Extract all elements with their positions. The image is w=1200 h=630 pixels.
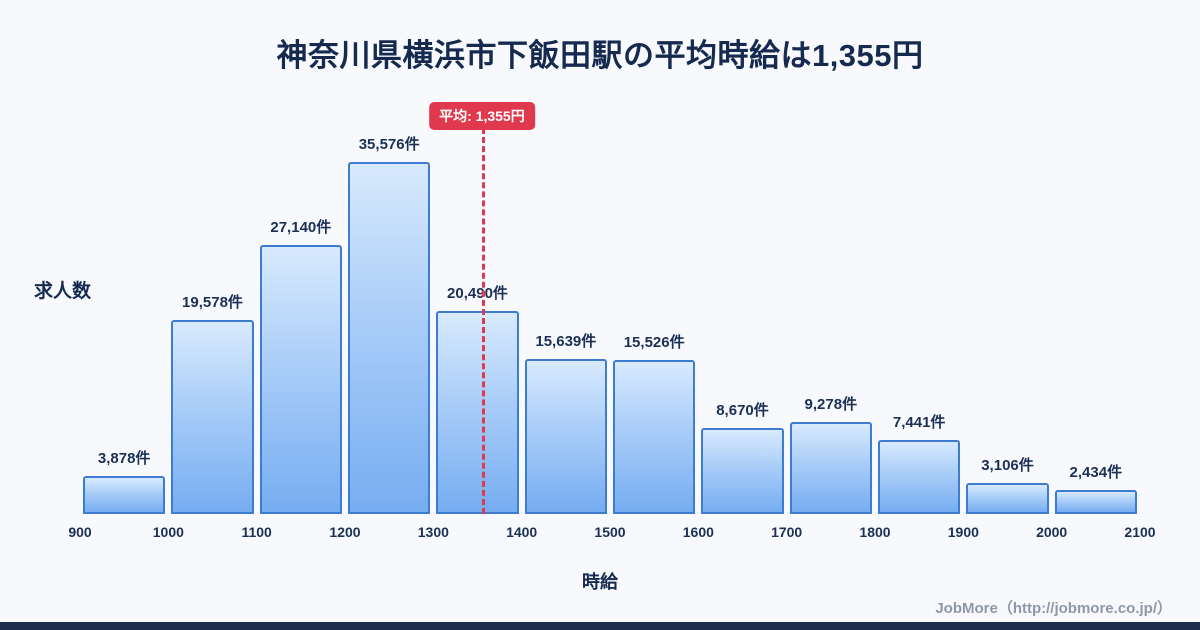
- x-axis-label: 時給: [582, 572, 618, 592]
- bar-value-label: 19,578件: [182, 294, 243, 311]
- bar-slot: 7,441件: [875, 162, 963, 514]
- bar: [83, 476, 166, 514]
- x-tick-label: 1400: [506, 524, 538, 540]
- x-tick-label: 1700: [771, 524, 803, 540]
- plot-area: 3,878件 19,578件 27,140件 35,576件 20,490件 15,639…: [80, 136, 1140, 514]
- bar: [348, 162, 431, 514]
- x-tick-label: 1100: [241, 524, 272, 540]
- bar: [878, 440, 961, 514]
- bar-slot: 3,106件: [963, 162, 1051, 514]
- bar-slot: 35,576件: [345, 136, 433, 514]
- bar-slot: 19,578件: [168, 162, 256, 514]
- bar-slot: 15,639件: [522, 162, 610, 514]
- x-tick-label: 2100: [1124, 524, 1156, 540]
- bar-value-label: 20,490件: [447, 285, 508, 302]
- bar-value-label: 27,140件: [270, 219, 332, 236]
- bar-value-label: 2,434件: [1069, 464, 1123, 481]
- bar: [259, 245, 342, 514]
- bar-value-label: 3,106件: [981, 457, 1034, 474]
- bar: [171, 320, 254, 514]
- x-tick-label: 1300: [417, 524, 449, 540]
- bar-value-label: 8,670件: [716, 402, 769, 419]
- x-tick-label: 900: [68, 524, 92, 540]
- footer-credit: JobMore（http://jobmore.co.jp/）: [935, 600, 1172, 617]
- x-tick-label: 1600: [682, 524, 714, 540]
- bar: [966, 483, 1049, 514]
- bar-value-label: 35,576件: [358, 136, 420, 153]
- bar: [789, 422, 872, 514]
- bar-slot: 20,490件: [433, 162, 521, 514]
- average-badge: 平均: 1,355円: [429, 102, 535, 130]
- bar-slot: 9,278件: [787, 162, 875, 514]
- bar-slot: 8,670件: [698, 162, 786, 514]
- bar-value-label: 3,878件: [97, 450, 151, 467]
- bar: [613, 360, 696, 514]
- x-axis-ticks: 900 1000 1100 1200 1300 1400 1500 1600 1700 1800 1…: [0, 524, 1200, 544]
- bar-value-label: 9,278件: [804, 396, 858, 413]
- bar: [436, 311, 519, 514]
- x-tick-label: 1800: [859, 524, 891, 540]
- bottom-accent-bar: [0, 622, 1200, 630]
- bar-slot: 3,878件: [80, 162, 168, 514]
- bar-slot: 27,140件: [257, 162, 345, 514]
- bar-value-label: 15,639件: [535, 333, 597, 350]
- x-tick-label: 1900: [947, 524, 979, 540]
- bar: [1054, 490, 1137, 514]
- bar-slot: 15,526件: [610, 162, 698, 514]
- bar-slot: 2,434件: [1052, 162, 1140, 514]
- x-tick-label: 1000: [152, 524, 184, 540]
- bar-value-label: 15,526件: [623, 334, 685, 351]
- page-title: 神奈川県横浜市下飯田駅の平均時給は1,355円: [276, 38, 924, 73]
- average-line: [481, 128, 485, 514]
- bar: [524, 359, 607, 514]
- x-tick-label: 1500: [594, 524, 626, 540]
- bar: [701, 428, 784, 514]
- y-axis-label: 求人数: [34, 281, 92, 302]
- bar-value-label: 7,441件: [892, 414, 946, 431]
- x-tick-label: 1200: [329, 524, 361, 540]
- x-tick-label: 2000: [1036, 524, 1068, 540]
